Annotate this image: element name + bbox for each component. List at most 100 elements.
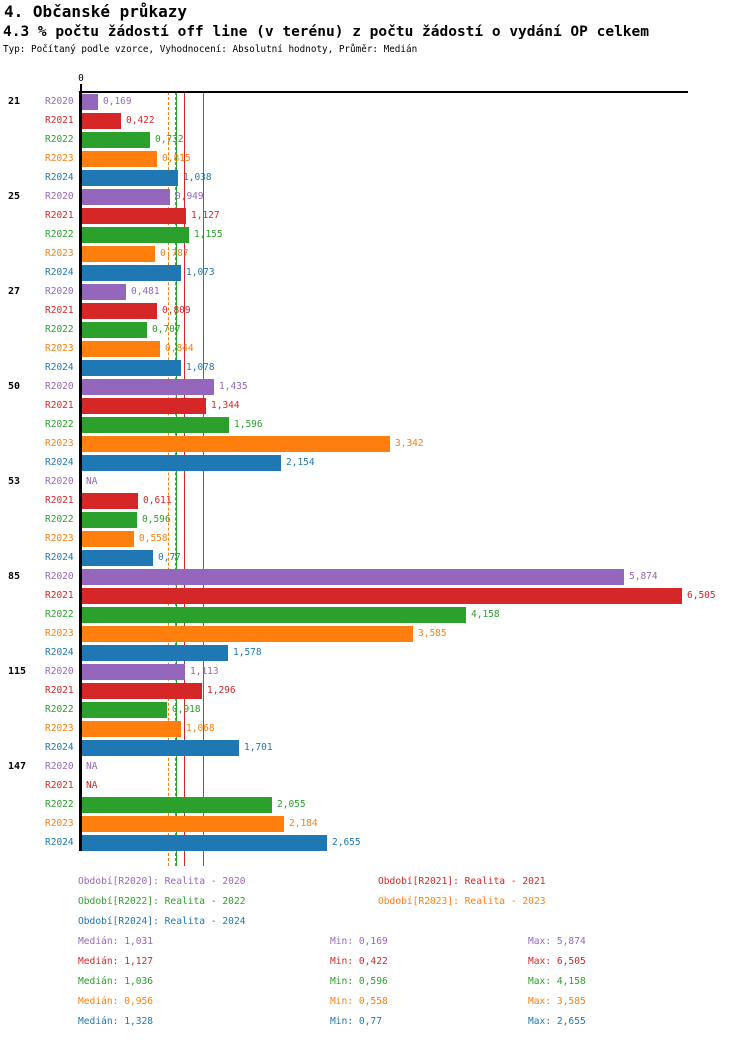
row-label-r2023: R2023 xyxy=(45,818,74,829)
bar xyxy=(82,702,167,718)
bar-value-label: 0,918 xyxy=(172,704,201,715)
row-label-r2023: R2023 xyxy=(45,723,74,734)
row-label-r2021: R2021 xyxy=(45,780,74,791)
bar xyxy=(82,113,121,129)
legend-item-r2021: Období[R2021]: Realita - 2021 xyxy=(378,876,546,887)
page-title: 4. Občanské průkazy xyxy=(4,2,188,21)
stat-min-r2020: Min: 0,169 xyxy=(330,936,388,947)
legend-item-r2023: Období[R2023]: Realita - 2023 xyxy=(378,896,546,907)
row-label-r2023: R2023 xyxy=(45,533,74,544)
row-label-r2023: R2023 xyxy=(45,343,74,354)
stat-median-r2021: Medián: 1,127 xyxy=(78,956,154,967)
bar-value-label: 1,078 xyxy=(186,362,215,373)
row-label-r2024: R2024 xyxy=(45,647,74,658)
group-label-147: 147 xyxy=(8,761,27,772)
x-axis-zero-tick xyxy=(80,84,82,91)
row-label-r2021: R2021 xyxy=(45,115,74,126)
bar-value-label: 0,481 xyxy=(131,286,160,297)
stat-min-r2023: Min: 0,558 xyxy=(330,996,388,1007)
bar xyxy=(82,246,155,262)
bar xyxy=(82,531,134,547)
bar xyxy=(82,132,150,148)
row-label-r2020: R2020 xyxy=(45,761,74,772)
bar xyxy=(82,227,189,243)
chart-meta-line: Typ: Počítaný podle vzorce, Vyhodnocení:… xyxy=(3,44,418,55)
stat-max-r2021: Max: 6,505 xyxy=(528,956,586,967)
row-label-r2021: R2021 xyxy=(45,400,74,411)
bar xyxy=(82,683,202,699)
x-axis-line xyxy=(79,91,688,93)
median-line-r2020 xyxy=(175,92,176,866)
bar-value-label: 1,578 xyxy=(233,647,262,658)
row-label-r2021: R2021 xyxy=(45,685,74,696)
bar xyxy=(82,151,157,167)
bar xyxy=(82,303,157,319)
legend-item-r2022: Období[R2022]: Realita - 2022 xyxy=(78,896,246,907)
row-label-r2024: R2024 xyxy=(45,552,74,563)
group-label-85: 85 xyxy=(8,571,21,582)
bar xyxy=(82,569,624,585)
row-label-r2020: R2020 xyxy=(45,381,74,392)
stat-max-r2023: Max: 3,585 xyxy=(528,996,586,1007)
bar-value-label: 3,585 xyxy=(418,628,447,639)
row-label-r2023: R2023 xyxy=(45,628,74,639)
bar xyxy=(82,816,284,832)
bar-value-label: 1,127 xyxy=(191,210,220,221)
median-line-r2022 xyxy=(176,92,177,866)
row-label-r2023: R2023 xyxy=(45,248,74,259)
row-label-r2023: R2023 xyxy=(45,153,74,164)
bar xyxy=(82,797,272,813)
bar-value-label: 1,701 xyxy=(244,742,273,753)
stat-min-r2024: Min: 0,77 xyxy=(330,1016,382,1027)
bar-value-label: 0,732 xyxy=(155,134,184,145)
bar-value-label: 1,435 xyxy=(219,381,248,392)
bar xyxy=(82,398,206,414)
bar-value-label: 1,596 xyxy=(234,419,263,430)
stat-min-r2021: Min: 0,422 xyxy=(330,956,388,967)
row-label-r2021: R2021 xyxy=(45,590,74,601)
row-label-r2020: R2020 xyxy=(45,476,74,487)
bar xyxy=(82,740,239,756)
row-label-r2022: R2022 xyxy=(45,514,74,525)
bar-value-label: 0,422 xyxy=(126,115,155,126)
bar xyxy=(82,341,160,357)
median-line-r2021 xyxy=(184,92,185,866)
bar-value-label: 1,113 xyxy=(190,666,219,677)
stat-min-r2022: Min: 0,596 xyxy=(330,976,388,987)
bar xyxy=(82,436,390,452)
bar-value-label: 0,809 xyxy=(162,305,191,316)
bar xyxy=(82,189,170,205)
bar xyxy=(82,626,413,642)
bar-value-label: 1,073 xyxy=(186,267,215,278)
bar-value-label: 3,342 xyxy=(395,438,424,449)
stat-median-r2024: Medián: 1,328 xyxy=(78,1016,154,1027)
stat-median-r2022: Medián: 1,036 xyxy=(78,976,154,987)
row-label-r2022: R2022 xyxy=(45,324,74,335)
bar-value-label: 0,815 xyxy=(162,153,191,164)
bar-value-label: 2,184 xyxy=(289,818,318,829)
stat-median-r2023: Medián: 0,956 xyxy=(78,996,154,1007)
bar-value-label: 1,155 xyxy=(194,229,223,240)
bar-value-label: 4,158 xyxy=(471,609,500,620)
group-label-115: 115 xyxy=(8,666,27,677)
row-label-r2024: R2024 xyxy=(45,172,74,183)
bar-value-label: 1,038 xyxy=(183,172,212,183)
bar-value-label: 0,77 xyxy=(158,552,181,563)
bar xyxy=(82,360,181,376)
bar-value-label: 0,787 xyxy=(160,248,189,259)
bar xyxy=(82,645,228,661)
bar xyxy=(82,493,138,509)
row-label-r2022: R2022 xyxy=(45,419,74,430)
bar-value-label: 0,707 xyxy=(152,324,181,335)
bar xyxy=(82,284,126,300)
median-line-r2024 xyxy=(203,92,204,866)
na-label: NA xyxy=(86,476,98,487)
legend-item-r2020: Období[R2020]: Realita - 2020 xyxy=(78,876,246,887)
row-label-r2022: R2022 xyxy=(45,799,74,810)
row-label-r2022: R2022 xyxy=(45,134,74,145)
row-label-r2020: R2020 xyxy=(45,286,74,297)
legend-item-r2024: Období[R2024]: Realita - 2024 xyxy=(78,916,246,927)
bar xyxy=(82,607,466,623)
